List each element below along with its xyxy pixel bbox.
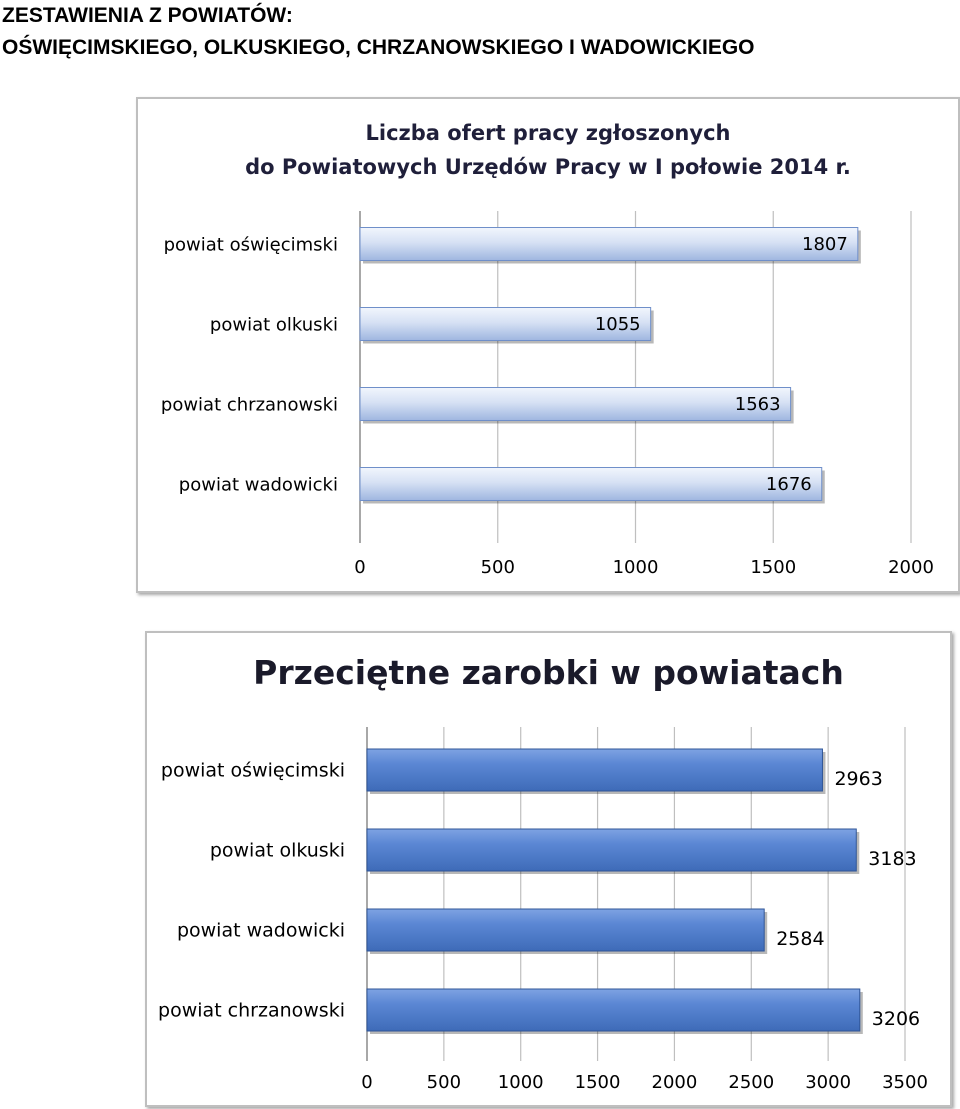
page-heading-line1: ZESTAWIENIA Z POWIATÓW: (2, 4, 293, 27)
x-tick-label: 3500 (882, 1072, 928, 1093)
category-label: powiat wadowicki (177, 920, 345, 942)
data-label: 3183 (868, 848, 916, 870)
data-label: 1563 (735, 394, 781, 415)
x-tick-label: 1500 (575, 1072, 621, 1093)
bar (366, 828, 857, 872)
data-label: 3206 (872, 1008, 920, 1030)
page-heading-line2: OŚWIĘCIMSKIEGO, OLKUSKIEGO, CHRZANOWSKIE… (2, 36, 755, 59)
category-label: powiat chrzanowski (158, 1000, 345, 1022)
data-label: 1676 (766, 474, 812, 495)
job-offers-chart-title-line2: do Powiatowych Urzędów Pracy w I połowie… (245, 155, 851, 179)
x-tick-label: 0 (354, 557, 365, 578)
x-tick-label: 2500 (728, 1072, 774, 1093)
data-label: 2584 (776, 928, 824, 950)
x-tick-label: 0 (361, 1072, 372, 1093)
category-label: powiat olkuski (210, 314, 338, 335)
x-tick-label: 500 (481, 557, 515, 578)
category-label: powiat oświęcimski (161, 760, 345, 782)
job-offers-chart-plot: 0 500 1000 1500 2000 powiat oświęcimski 1807 po… (161, 211, 934, 578)
bar (359, 387, 792, 421)
x-tick-label: 1000 (613, 557, 659, 578)
bar (366, 748, 823, 792)
category-label: powiat chrzanowski (161, 394, 338, 415)
x-tick-label: 2000 (652, 1072, 698, 1093)
salaries-chart: Przeciętne zarobki w powiatach 0 500 1000 1… (145, 631, 952, 1107)
bar (359, 307, 652, 341)
x-tick-label: 2000 (888, 557, 934, 578)
bar (366, 988, 861, 1032)
x-tick-label: 1500 (750, 557, 796, 578)
bar (359, 227, 859, 261)
job-offers-chart: Liczba ofert pracy zgłoszonych do Powiat… (136, 97, 960, 593)
category-label: powiat wadowicki (179, 474, 338, 495)
salaries-chart-plot: 0 500 1000 1500 2000 2500 3000 3500 powiat oświę… (158, 727, 928, 1093)
x-tick-label: 3000 (805, 1072, 851, 1093)
data-label: 1807 (802, 234, 848, 255)
salaries-chart-title: Przeciętne zarobki w powiatach (253, 653, 844, 692)
category-label: powiat oświęcimski (164, 234, 338, 255)
job-offers-chart-title-line1: Liczba ofert pracy zgłoszonych (365, 121, 731, 145)
x-tick-label: 1000 (498, 1072, 544, 1093)
x-tick-label: 500 (427, 1072, 461, 1093)
bar (366, 908, 765, 952)
data-label: 1055 (595, 314, 641, 335)
category-label: powiat olkuski (210, 840, 345, 862)
data-label: 2963 (834, 768, 882, 790)
bar (359, 467, 823, 501)
